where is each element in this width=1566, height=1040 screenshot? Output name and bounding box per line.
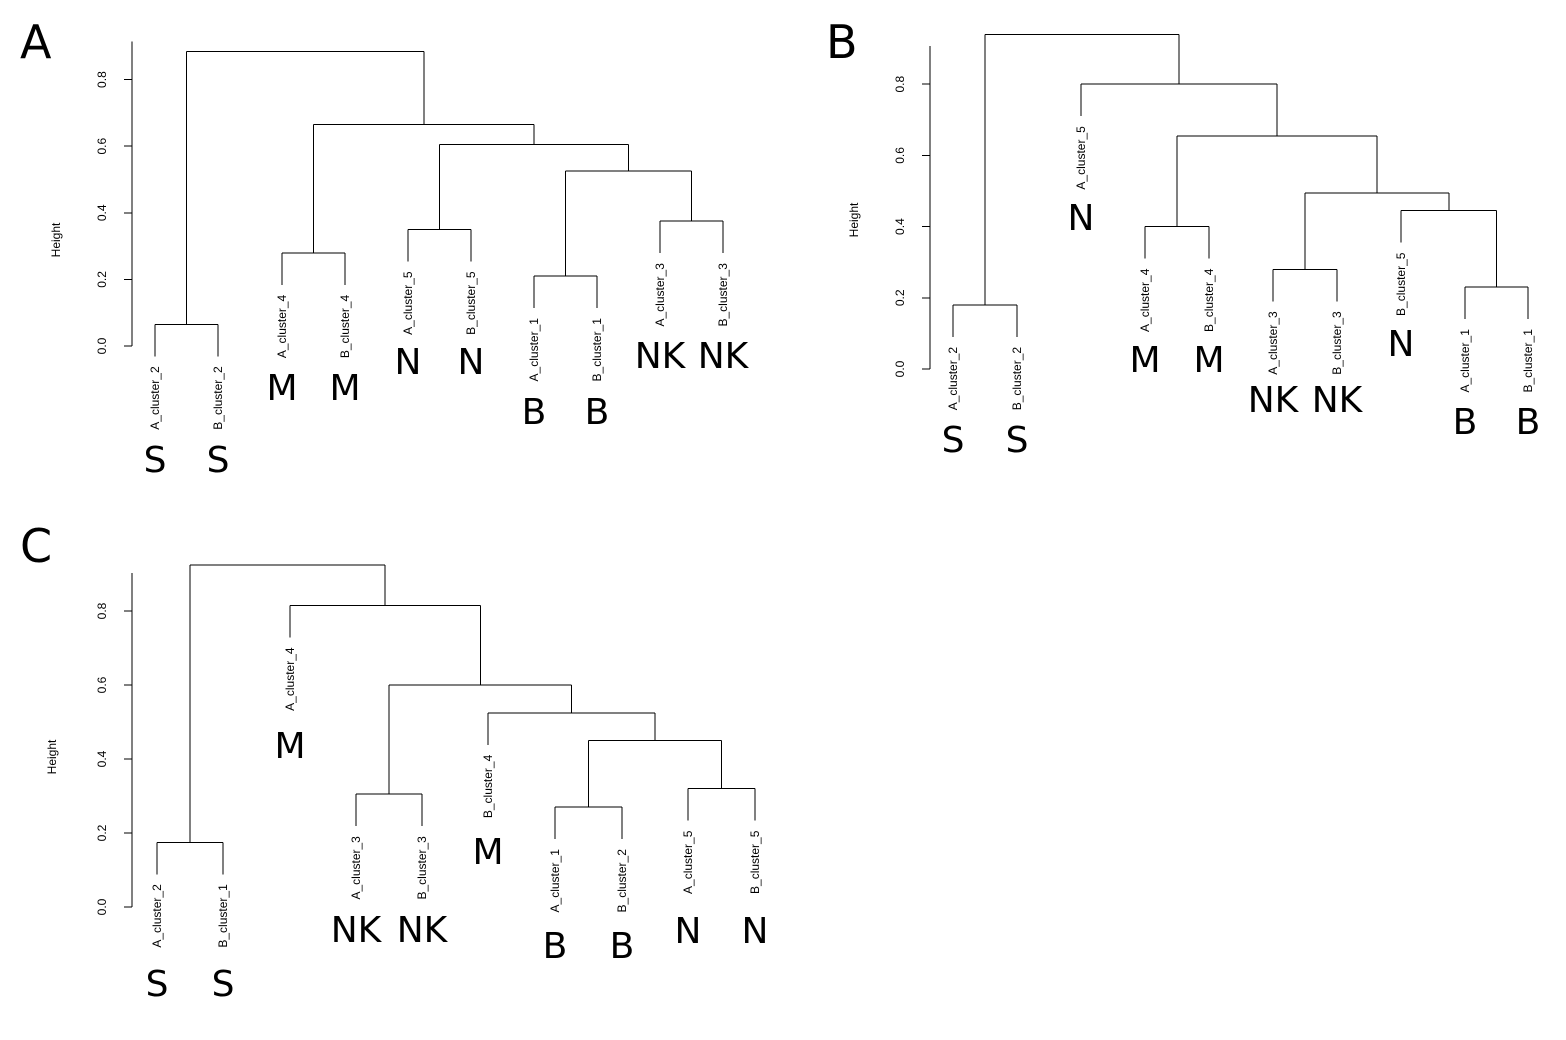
cell-type-label-c: N [675, 911, 702, 952]
y-axis-title-a: Height [49, 222, 63, 257]
leaf-label-c: B_cluster_1 [216, 884, 230, 948]
cell-type-label-c: M [472, 832, 503, 873]
leaf-label-b: B_cluster_2 [1010, 347, 1024, 411]
cell-type-label-c: S [146, 964, 169, 1005]
leaf-label-c: B_cluster_3 [415, 836, 429, 900]
cell-type-label-b: M [1193, 340, 1224, 381]
y-tick-label-a: 0.8 [95, 71, 109, 88]
leaf-label-a: B_cluster_5 [464, 271, 478, 335]
leaf-label-b: A_cluster_3 [1266, 311, 1280, 375]
y-tick-label-b: 0.4 [893, 218, 907, 235]
leaf-label-b: B_cluster_5 [1394, 252, 1408, 316]
cell-type-label-a: B [585, 392, 610, 433]
cell-type-label-a: N [395, 342, 422, 383]
cell-type-label-c: NK [331, 910, 383, 951]
cell-type-label-c: NK [397, 910, 449, 951]
leaf-label-a: A_cluster_5 [401, 271, 415, 335]
y-tick-label-b: 0.8 [893, 76, 907, 93]
y-tick-label-c: 0.4 [95, 750, 109, 767]
leaf-label-c: A_cluster_1 [548, 849, 562, 913]
leaf-label-c: A_cluster_3 [349, 836, 363, 900]
y-tick-label-a: 0.0 [95, 337, 109, 354]
y-axis-title-c: Height [45, 739, 59, 774]
cell-type-label-a: NK [698, 336, 750, 377]
cell-type-label-c: B [543, 926, 568, 967]
panel-label-c: C [20, 519, 52, 573]
leaf-label-b: A_cluster_4 [1138, 268, 1152, 332]
y-tick-label-c: 0.8 [95, 602, 109, 619]
leaf-label-c: A_cluster_2 [150, 884, 164, 948]
leaf-label-a: A_cluster_1 [527, 318, 541, 382]
y-tick-label-a: 0.2 [95, 271, 109, 288]
y-tick-label-a: 0.4 [95, 204, 109, 221]
y-axis-title-b: Height [847, 202, 861, 237]
cell-type-label-c: M [274, 726, 305, 767]
leaf-label-b: B_cluster_4 [1202, 268, 1216, 332]
leaf-label-b: B_cluster_3 [1330, 311, 1344, 375]
leaf-label-b: A_cluster_5 [1074, 126, 1088, 190]
cell-type-label-c: B [610, 926, 635, 967]
panel-label-a: A [20, 15, 52, 69]
leaf-label-a: A_cluster_2 [148, 366, 162, 430]
leaf-label-c: A_cluster_4 [283, 647, 297, 711]
y-tick-label-c: 0.6 [95, 676, 109, 693]
panel-label-b: B [826, 15, 858, 69]
cell-type-label-a: N [458, 342, 485, 383]
cell-type-label-b: B [1453, 402, 1478, 443]
leaf-label-c: B_cluster_4 [481, 754, 495, 818]
leaf-label-c: B_cluster_5 [748, 830, 762, 894]
cell-type-label-a: NK [635, 336, 687, 377]
cell-type-label-c: S [212, 964, 235, 1005]
cell-type-label-c: N [742, 911, 769, 952]
cell-type-label-b: M [1129, 340, 1160, 381]
y-tick-label-c: 0.0 [95, 898, 109, 915]
leaf-label-a: B_cluster_4 [338, 294, 352, 358]
cell-type-label-a: B [522, 392, 547, 433]
cell-type-label-a: S [144, 440, 167, 481]
cell-type-label-a: S [207, 440, 230, 481]
cell-type-label-b: NK [1312, 380, 1364, 421]
cell-type-label-b: B [1516, 402, 1541, 443]
cell-type-label-b: N [1068, 198, 1095, 239]
leaf-label-a: B_cluster_2 [211, 366, 225, 430]
cell-type-label-b: S [942, 420, 965, 461]
y-tick-label-a: 0.6 [95, 138, 109, 155]
cell-type-label-b: S [1006, 420, 1029, 461]
cell-type-label-b: NK [1248, 380, 1300, 421]
leaf-label-a: B_cluster_3 [716, 263, 730, 327]
cell-type-label-a: M [329, 368, 360, 409]
leaf-label-a: B_cluster_1 [590, 318, 604, 382]
leaf-label-a: A_cluster_4 [275, 294, 289, 358]
y-tick-label-b: 0.6 [893, 147, 907, 164]
leaf-label-a: A_cluster_3 [653, 263, 667, 327]
y-tick-label-b: 0.0 [893, 360, 907, 377]
leaf-label-c: A_cluster_5 [681, 830, 695, 894]
leaf-label-b: B_cluster_1 [1521, 329, 1535, 393]
cell-type-label-b: N [1388, 324, 1415, 365]
leaf-label-b: A_cluster_1 [1458, 329, 1472, 393]
leaf-label-c: B_cluster_2 [615, 849, 629, 913]
y-tick-label-b: 0.2 [893, 289, 907, 306]
leaf-label-b: A_cluster_2 [946, 347, 960, 411]
y-tick-label-c: 0.2 [95, 824, 109, 841]
cell-type-label-a: M [266, 368, 297, 409]
